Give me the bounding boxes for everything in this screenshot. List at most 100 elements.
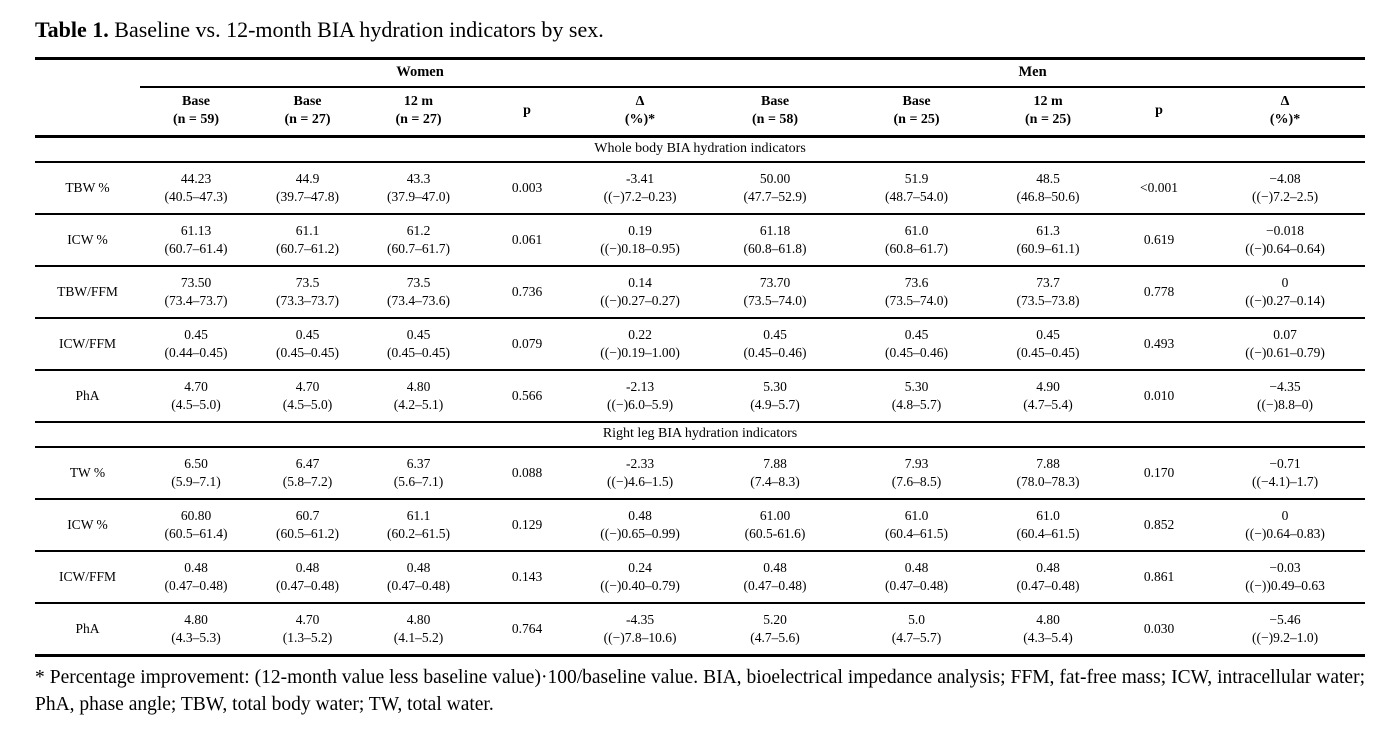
column-header-line1: Base (293, 93, 322, 109)
cell-value: 0.45 (904, 326, 929, 342)
value-cell: 73.5 (73.3–73.7) (252, 265, 363, 319)
cell-value: 61.3 (1036, 222, 1060, 238)
value-cell: 0.861 (1113, 550, 1206, 604)
row-label: ICW/FFM (35, 550, 140, 604)
cell-value: 0.493 (1143, 335, 1175, 351)
cell-value: 73.6 (904, 274, 929, 290)
value-cell: 0.48 (0.47–0.48) (140, 550, 252, 604)
row-label: ICW % (35, 213, 140, 267)
value-cell: 0.22 ((−)0.19–1.00) (580, 317, 701, 371)
value-cell: 0.088 (474, 446, 580, 500)
cell-value: 6.37 (406, 455, 431, 471)
column-header-women-delta: Δ (%)* (580, 86, 701, 138)
cell-value: 0.566 (511, 387, 543, 403)
cell-range: ((−)8.8–0) (1257, 396, 1314, 412)
cell-value: 0.24 (628, 559, 652, 575)
cell-value: 61.0 (904, 222, 929, 238)
cell-range: ((−)0.64–0.83) (1245, 525, 1325, 541)
cell-range: (0.44–0.45) (164, 344, 228, 360)
cell-range: (73.4–73.7) (164, 292, 228, 308)
value-cell: 48.5 (46.8–50.6) (983, 161, 1114, 215)
cell-range: (0.47–0.48) (743, 577, 807, 593)
cell-range: (0.45–0.45) (387, 344, 450, 360)
value-cell: 61.3 (60.9–61.1) (983, 213, 1114, 267)
cell-range: (0.47–0.48) (387, 577, 450, 593)
cell-value: 61.13 (180, 222, 212, 238)
column-header-women-base-sub: Base (n = 27) (252, 86, 363, 138)
value-cell: 61.1 (60.2–61.5) (363, 498, 474, 552)
bia-hydration-table: Women Men Base (n = 59) Base (n = 27) 12… (35, 56, 1366, 657)
cell-value: 7.88 (1036, 455, 1060, 471)
cell-value: −0.03 (1269, 559, 1301, 575)
column-header-line2: (%)* (624, 112, 656, 127)
cell-range: (60.5-61.6) (744, 525, 806, 541)
cell-value: 51.9 (904, 170, 929, 186)
cell-value: 50.00 (759, 170, 791, 186)
cell-range: (47.7–52.9) (743, 188, 807, 204)
value-cell: 0.07 ((−)0.61–0.79) (1205, 317, 1366, 371)
value-cell: -3.41 ((−)7.2–0.23) (580, 161, 701, 215)
value-cell: 0.19 ((−)0.18–0.95) (580, 213, 701, 267)
cell-value: -2.13 (625, 378, 655, 394)
column-header-women-p: p (474, 86, 580, 138)
value-cell: 4.80 (4.2–5.1) (363, 369, 474, 423)
value-cell: 73.5 (73.4–73.6) (363, 265, 474, 319)
cell-range: (60.7–61.4) (164, 240, 228, 256)
cell-value: 0.45 (406, 326, 431, 342)
cell-value: 60.80 (180, 507, 212, 523)
cell-value: 0.19 (628, 222, 652, 238)
cell-range: (4.7–5.7) (891, 629, 942, 645)
cell-value: <0.001 (1140, 179, 1179, 195)
value-cell: 73.70 (73.5–74.0) (700, 265, 851, 319)
value-cell: -2.33 ((−)4.6–1.5) (580, 446, 701, 500)
cell-range: (4.5–5.0) (282, 396, 333, 412)
cell-value: 6.50 (184, 455, 208, 471)
cell-value: 0.48 (406, 559, 431, 575)
cell-range: ((−)7.2–0.23) (603, 188, 677, 204)
value-cell: 0.852 (1113, 498, 1206, 552)
cell-range: ((−)0.18–0.95) (600, 240, 680, 256)
cell-value: 4.70 (184, 378, 208, 394)
cell-range: ((−)4.6–1.5) (606, 473, 674, 489)
cell-value: 0.48 (1036, 559, 1060, 575)
value-cell: 61.1 (60.7–61.2) (252, 213, 363, 267)
row-label: TW % (35, 446, 140, 500)
value-cell: 0 ((−)0.27–0.14) (1205, 265, 1366, 319)
table-row: ICW/FFM 0.48 (0.47–0.48) 0.48 (0.47–0.48) 0.4… (35, 550, 1366, 604)
value-cell: 6.50 (5.9–7.1) (140, 446, 252, 500)
cell-range: (37.9–47.0) (387, 188, 450, 204)
value-cell: 61.0 (60.8–61.7) (850, 213, 984, 267)
cell-value: 0.079 (511, 335, 543, 351)
cell-range: (4.8–5.7) (891, 396, 942, 412)
value-cell: 0.079 (474, 317, 580, 371)
cell-range: (48.7–54.0) (885, 188, 949, 204)
cell-range: (0.45–0.46) (885, 344, 949, 360)
section-header-row: Whole body BIA hydration indicators (35, 135, 1366, 163)
value-cell: -4.35 ((−)7.8–10.6) (580, 602, 701, 656)
value-cell: −4.35 ((−)8.8–0) (1205, 369, 1366, 423)
cell-range: ((−)0.65–0.99) (600, 525, 680, 541)
value-cell: 7.88 (7.4–8.3) (700, 446, 851, 500)
cell-range: ((−4.1)–1.7) (1251, 473, 1319, 489)
column-header-men-p: p (1113, 86, 1206, 138)
table-caption-label: Table 1. (35, 17, 109, 42)
cell-range: (4.7–5.4) (1023, 396, 1073, 412)
cell-range: (60.8–61.7) (885, 240, 949, 256)
table-footnote: * Percentage improvement: (12-month valu… (35, 666, 1365, 716)
value-cell: 5.20 (4.7–5.6) (700, 602, 851, 656)
column-header-line2: (n = 59) (172, 112, 220, 127)
cell-value: 0.088 (511, 464, 543, 480)
value-cell: 50.00 (47.7–52.9) (700, 161, 851, 215)
column-header-line1: p (1155, 102, 1163, 118)
cell-value: 61.18 (759, 222, 791, 238)
cell-range: ((−)0.19–1.00) (600, 344, 680, 360)
value-cell: 0.45 (0.45–0.45) (363, 317, 474, 371)
cell-value: 0.48 (184, 559, 208, 575)
value-cell: 73.50 (73.4–73.7) (140, 265, 252, 319)
value-cell: 61.13 (60.7–61.4) (140, 213, 252, 267)
cell-range: (60.4–61.5) (1016, 525, 1080, 541)
column-header-line2: (n = 25) (893, 112, 940, 127)
cell-range: (1.3–5.2) (282, 629, 333, 645)
table-row: ICW % 61.13 (60.7–61.4) 61.1 (60.7–61.2) 61.2… (35, 213, 1366, 267)
cell-value: 48.5 (1036, 170, 1060, 186)
